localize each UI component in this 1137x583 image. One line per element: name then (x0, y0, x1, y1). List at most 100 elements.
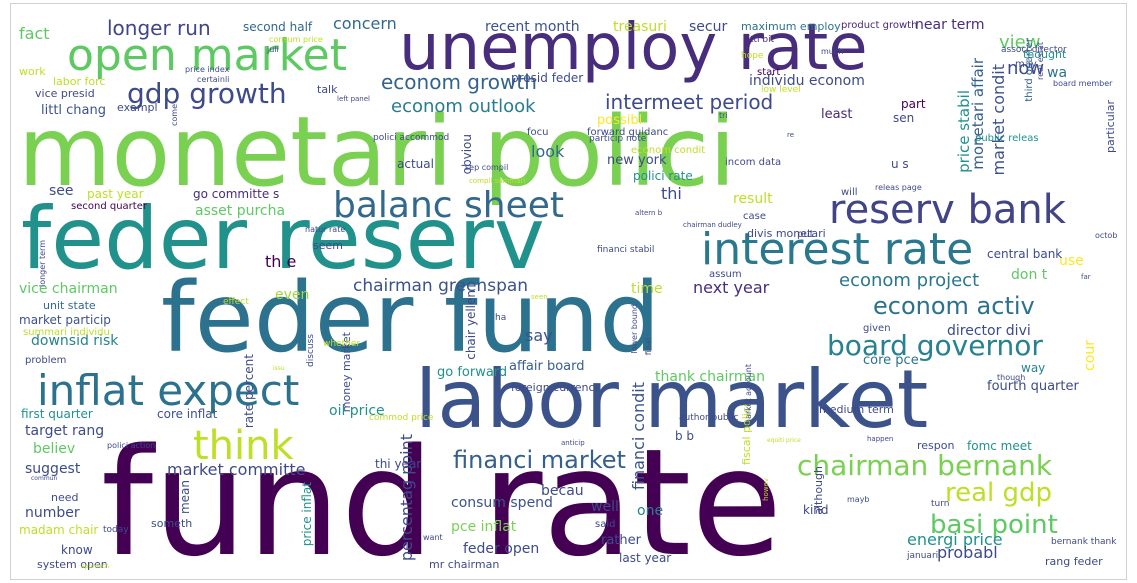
cloud-word: respon (917, 439, 955, 452)
cloud-word: one (637, 503, 664, 519)
cloud-word: pce inflat (451, 519, 517, 535)
cloud-word: number (25, 505, 80, 521)
cloud-word: market account (744, 364, 753, 427)
cloud-word: commun (31, 475, 58, 482)
cloud-word: compil summari (469, 177, 526, 185)
cloud-word: cour (1082, 340, 1098, 371)
cloud-word: affair board (509, 359, 585, 374)
cloud-word: b b (675, 429, 695, 443)
cloud-word: releas page (875, 183, 922, 192)
cloud-word: percentag point (397, 434, 416, 562)
cloud-word: talk (317, 83, 338, 96)
cloud-word: may (1015, 59, 1037, 70)
cloud-word: monetari affair (969, 58, 987, 170)
cloud-word: chairman greenspan (353, 276, 529, 296)
cloud-word: littl bit (745, 35, 775, 45)
cloud-word: author public (679, 413, 739, 423)
cloud-word: market condit (989, 64, 1008, 176)
cloud-word: price index (185, 65, 230, 74)
cloud-word: given (863, 323, 891, 334)
cloud-word: chairman bernank (797, 449, 1053, 482)
cloud-word: open market (67, 30, 347, 81)
cloud-word: want (423, 533, 443, 542)
cloud-word: fourth quarter (987, 379, 1079, 394)
cloud-word: downsid risk (31, 333, 119, 349)
cloud-word: low level (761, 85, 801, 95)
cloud-word: u s (891, 157, 909, 171)
cloud-word: will (841, 187, 858, 198)
cloud-word: econom growth (381, 70, 537, 94)
cloud-word: econom condit (631, 145, 706, 156)
cloud-word: use (1059, 253, 1084, 269)
cloud-word: first quarter (21, 407, 93, 421)
cloud-word: board governor (827, 329, 1043, 362)
cloud-word: though (997, 373, 1026, 382)
cloud-word: becau (541, 483, 584, 499)
cloud-word: polici accommod (373, 133, 450, 143)
cloud-word: problem (25, 355, 67, 366)
cloud-word: unemploy rate (399, 11, 868, 85)
cloud-word: come (170, 104, 179, 127)
cloud-word: second quarter (71, 201, 147, 212)
cloud-word: suggest (25, 461, 81, 477)
cloud-word: part (901, 97, 926, 111)
cloud-word: think (193, 423, 294, 469)
cloud-word: put (797, 229, 814, 240)
cloud-word: januari (907, 551, 939, 561)
cloud-word: someth (151, 517, 193, 530)
cloud-word: go forward (437, 365, 508, 380)
cloud-word: probabl (937, 543, 998, 562)
cloud-word: look (531, 142, 565, 161)
cloud-word: core pce (863, 353, 919, 368)
cloud-word: target rang (25, 423, 105, 439)
cloud-word: system open (37, 558, 108, 571)
cloud-word: polici action (107, 441, 156, 450)
cloud-word: new york (607, 153, 667, 168)
cloud-word: least (821, 107, 853, 122)
cloud-word: mr chairman (429, 558, 500, 571)
cloud-word: thank chairman (655, 369, 766, 385)
cloud-word: past year (87, 187, 144, 201)
cloud-word: th e (265, 252, 297, 271)
cloud-word: central bank (987, 247, 1063, 261)
cloud-word: discuss (306, 334, 316, 367)
cloud-word: market particip (19, 313, 111, 327)
cloud-word: summari individu (23, 327, 110, 338)
cloud-word: chairman dudley (683, 221, 742, 229)
cloud-word: oil price (329, 403, 385, 419)
cloud-word: feder reserv (21, 189, 545, 289)
cloud-word: labor market (415, 353, 929, 446)
cloud-word: say (525, 326, 553, 345)
cloud-word: incom data (725, 157, 782, 168)
cloud-word: medium term (819, 403, 894, 416)
cloud-word: financi market (453, 446, 626, 474)
cloud-word: particip note (589, 134, 647, 144)
cloud-word: econom activ (873, 292, 1035, 320)
cloud-word: final (644, 338, 653, 356)
cloud-word: last year (619, 551, 672, 565)
cloud-word: near term (915, 17, 985, 33)
cloud-word: labor forc (53, 75, 106, 88)
cloud-word: monetari polici (18, 96, 736, 208)
cloud-word: secur (689, 19, 728, 35)
cloud-word: director divi (947, 323, 1031, 339)
cloud-word: interest rate (701, 224, 974, 275)
cloud-word: today (103, 525, 129, 535)
cloud-word: way (1021, 361, 1046, 375)
cloud-word: now (1007, 58, 1045, 79)
cloud-word: certainli (197, 75, 230, 84)
cloud-word: unit state (43, 299, 96, 312)
cloud-word: focu (527, 127, 549, 138)
cloud-word: vice chairman (19, 281, 118, 297)
cloud-word: thought (1023, 48, 1067, 61)
cloud-word: assum (709, 269, 742, 280)
cloud-word: financi stabil (597, 245, 655, 255)
cloud-word: concern (333, 14, 397, 33)
cloud-word: howev (762, 478, 770, 501)
cloud-word: re (787, 131, 795, 139)
cloud-word: even (275, 287, 310, 303)
cloud-word: inflat expect (37, 366, 300, 415)
cloud-word: energi price (907, 530, 1003, 549)
cloud-word: see (49, 183, 74, 199)
cloud-word: consum spend (451, 495, 553, 511)
